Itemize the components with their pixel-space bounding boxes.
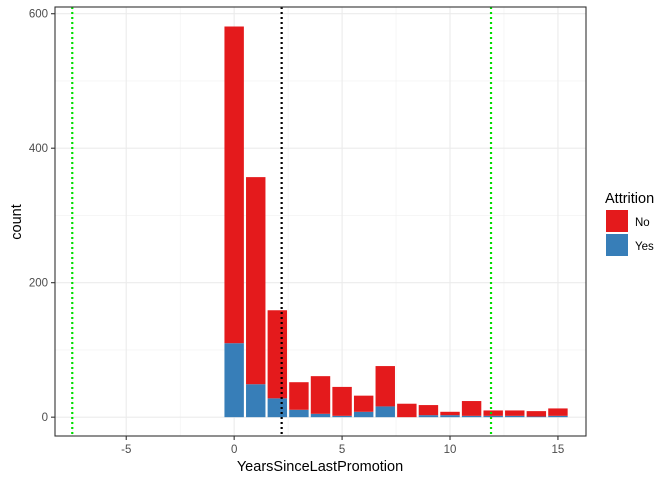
bar-yes-14 [526,416,547,418]
y-tick-label: 0 [42,412,48,424]
panel-border [54,6,587,437]
bar-yes-11 [461,415,482,418]
bar-no-6 [353,395,374,412]
bar-yes-15 [548,415,568,418]
x-axis-ticks: -5 0 5 10 15 [121,436,564,456]
panel-background [55,7,586,436]
y-tick-label: 400 [29,143,48,155]
x-tick-label: -5 [121,444,131,456]
bar-no-13 [505,410,525,416]
bar-yes-9 [418,415,439,418]
y-axis-title: count [9,204,25,239]
legend-key-no [606,210,628,232]
x-tick-label: 5 [339,444,345,456]
bar-no-2 [267,310,288,399]
bar-yes-13 [505,415,525,418]
bar-yes-2 [267,398,288,418]
bar-no-5 [332,386,352,416]
bar-yes-6 [353,411,374,418]
bar-no-4 [310,376,331,414]
bar-no-8 [397,403,417,418]
bar-no-9 [418,405,439,416]
bar-no-0 [224,26,244,344]
bar-yes-1 [246,384,266,418]
legend-key-yes [606,234,628,256]
grid [55,7,586,436]
y-tick-label: 600 [29,9,48,21]
reference-lines [71,7,493,436]
bar-no-10 [440,411,460,416]
x-tick-label: 10 [444,444,457,456]
legend-title: Attrition [605,191,654,207]
bar-no-1 [246,177,266,385]
bar-yes-5 [332,415,352,418]
legend: Attrition No Yes [605,191,654,256]
bar-no-15 [548,408,568,416]
bar-no-3 [289,382,309,410]
legend-label-no: No [635,217,650,229]
bar-no-12 [483,410,503,416]
bar-yes-12 [483,415,503,418]
x-axis-title: YearsSinceLastPromotion [237,459,403,475]
bar-yes-3 [289,409,309,418]
bar-no-7 [375,366,395,407]
legend-label-yes: Yes [635,241,654,253]
legend-entries: No Yes [606,210,654,256]
bar-yes-7 [375,406,395,418]
bar-yes-10 [440,415,460,418]
bar-no-14 [526,411,547,417]
bar-yes-4 [310,413,331,418]
y-tick-label: 200 [29,278,48,290]
bar-no-11 [461,401,482,416]
x-tick-label: 0 [231,444,237,456]
y-axis-ticks: 0 200 400 600 [29,9,55,424]
x-tick-label: 15 [552,444,565,456]
bar-yes-0 [224,343,244,418]
